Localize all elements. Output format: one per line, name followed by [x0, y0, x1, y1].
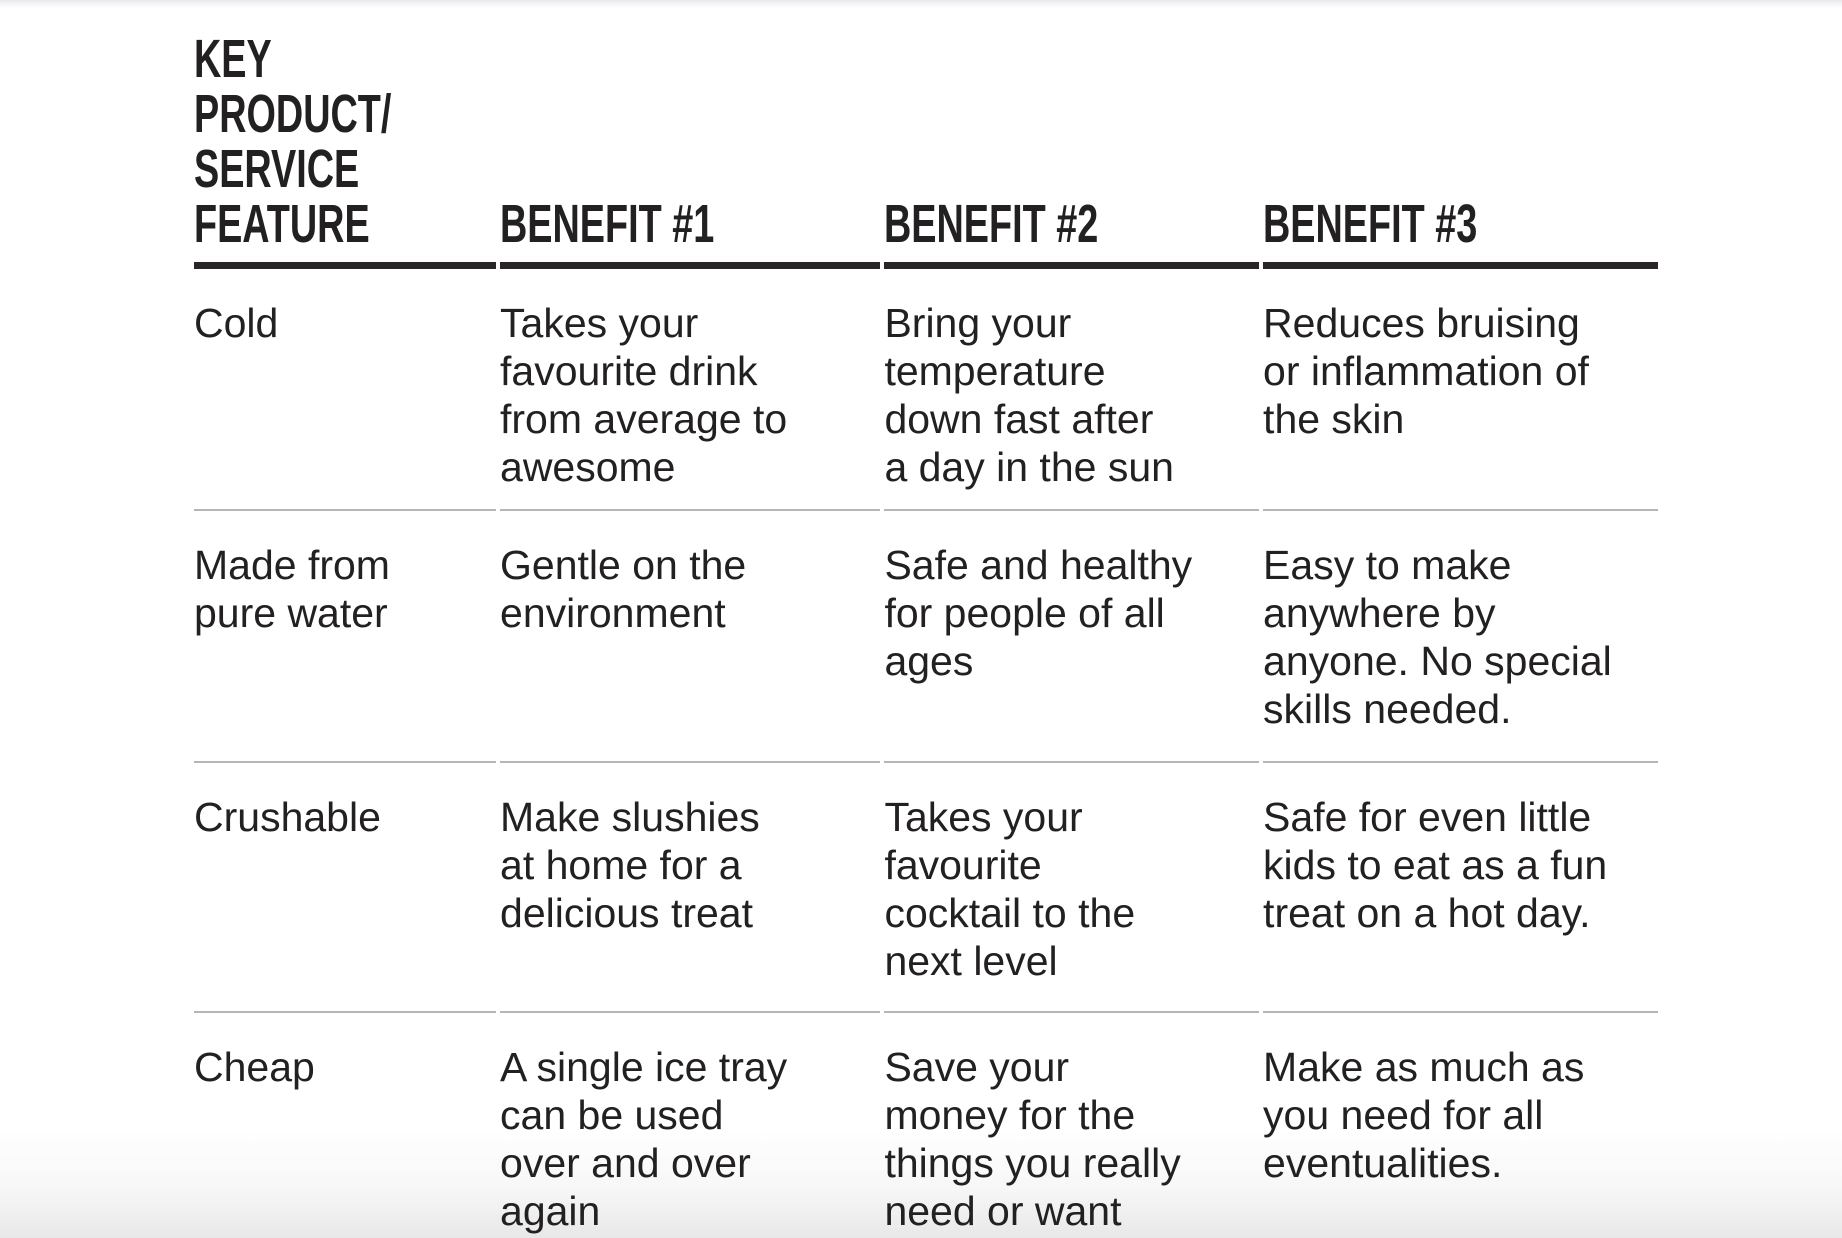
feature-cell: Cold	[194, 269, 497, 511]
header-benefit-1-label: BENEFIT #1	[500, 194, 715, 254]
benefit-1-cell: Gentle on the environment	[500, 511, 881, 763]
benefit-1-cell: Make slushies at home for a delicious tr…	[500, 763, 881, 1013]
feature-text: Cheap	[194, 1044, 315, 1090]
benefit-3-cell: Reduces bruising or inflammation of the …	[1263, 269, 1658, 511]
header-benefit-1-cell: BENEFIT #1	[500, 32, 881, 269]
benefit-2-cell: Takes your favourite cocktail to the nex…	[884, 763, 1260, 1013]
table-row-cheap: Cheap A single ice tray can be used over…	[194, 1013, 1658, 1238]
benefit-text: Save your money for the things you reall…	[884, 1044, 1181, 1234]
table-row-cold: Cold Takes your favourite drink from ave…	[194, 269, 1658, 511]
feature-benefit-table: KEY PRODUCT/ SERVICE FEATURE BENEFIT #1 …	[190, 32, 1662, 1238]
benefit-1-cell: Takes your favourite drink from average …	[500, 269, 881, 511]
feature-text: Crushable	[194, 794, 381, 840]
benefit-text: Takes your favourite cocktail to the nex…	[884, 794, 1136, 984]
page-top-edge	[0, 0, 1842, 9]
benefit-text: Bring your temperature down fast after a…	[884, 300, 1174, 490]
header-feature-cell: KEY PRODUCT/ SERVICE FEATURE	[194, 29, 497, 269]
header-benefit-3-cell: BENEFIT #3	[1263, 32, 1658, 269]
benefit-text: Takes your favourite drink from average …	[500, 300, 788, 490]
header-benefit-2-cell: BENEFIT #2	[884, 32, 1260, 269]
table-row-crushable: Crushable Make slushies at home for a de…	[194, 763, 1658, 1013]
benefit-3-cell: Easy to make anywhere by anyone. No spec…	[1263, 511, 1658, 763]
benefit-text: Make slushies at home for a delicious tr…	[500, 794, 760, 936]
feature-cell: Made from pure water	[194, 511, 497, 763]
table-row-pure-water: Made from pure water Gentle on the envir…	[194, 511, 1658, 763]
benefit-text: Safe for even little kids to eat as a fu…	[1263, 794, 1608, 936]
benefit-2-cell: Safe and healthy for people of all ages	[884, 511, 1260, 763]
benefit-3-cell: Make as much as you need for all eventua…	[1263, 1013, 1658, 1238]
benefit-text: Reduces bruising or inflammation of the …	[1263, 300, 1589, 442]
benefit-text: Make as much as you need for all eventua…	[1263, 1044, 1585, 1186]
feature-cell: Cheap	[194, 1013, 496, 1238]
page-bottom-shadow	[0, 1128, 1842, 1238]
header-benefit-3-label: BENEFIT #3	[1263, 194, 1478, 254]
benefit-text: Safe and healthy for people of all ages	[884, 542, 1193, 684]
benefit-2-cell: Bring your temperature down fast after a…	[884, 269, 1260, 511]
benefit-1-cell: A single ice tray can be used over and o…	[500, 1013, 880, 1238]
feature-text: Made from pure water	[194, 542, 390, 636]
benefit-2-cell: Save your money for the things you reall…	[884, 1013, 1259, 1238]
header-feature-label: KEY PRODUCT/ SERVICE FEATURE	[194, 29, 392, 254]
feature-cell: Crushable	[194, 763, 497, 1013]
benefit-3-cell: Safe for even little kids to eat as a fu…	[1263, 763, 1658, 1013]
benefit-text: Gentle on the environment	[500, 542, 747, 636]
header-row: KEY PRODUCT/ SERVICE FEATURE BENEFIT #1 …	[194, 32, 1658, 269]
benefit-text: A single ice tray can be used over and o…	[500, 1044, 788, 1234]
benefit-text: Easy to make anywhere by anyone. No spec…	[1263, 542, 1612, 732]
header-benefit-2-label: BENEFIT #2	[884, 194, 1099, 254]
feature-text: Cold	[194, 300, 279, 346]
